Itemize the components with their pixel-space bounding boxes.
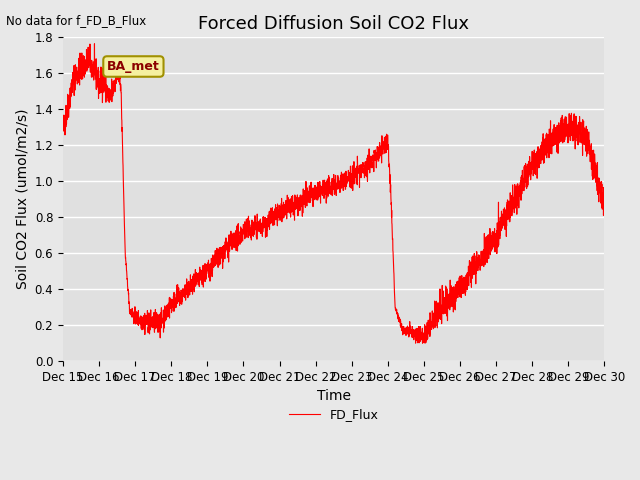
Text: No data for f_FD_B_Flux: No data for f_FD_B_Flux <box>6 14 147 27</box>
FD_Flux <box>549 126 557 132</box>
FD_Flux <box>387 185 394 191</box>
Title: Forced Diffusion Soil CO2 Flux: Forced Diffusion Soil CO2 Flux <box>198 15 469 33</box>
FD_Flux <box>396 319 404 324</box>
FD_Flux <box>211 255 218 261</box>
FD_Flux <box>91 41 99 47</box>
X-axis label: Time: Time <box>317 389 351 403</box>
FD_Flux <box>600 207 608 213</box>
FD_Flux <box>600 203 608 208</box>
Legend: FD_Flux: FD_Flux <box>284 403 384 426</box>
FD_Flux <box>59 124 67 130</box>
Line: FD_Flux: FD_Flux <box>63 44 604 343</box>
FD_Flux <box>412 340 419 346</box>
Text: BA_met: BA_met <box>107 60 160 73</box>
Y-axis label: Soil CO2 Flux (umol/m2/s): Soil CO2 Flux (umol/m2/s) <box>15 109 29 289</box>
FD_Flux <box>175 291 183 297</box>
